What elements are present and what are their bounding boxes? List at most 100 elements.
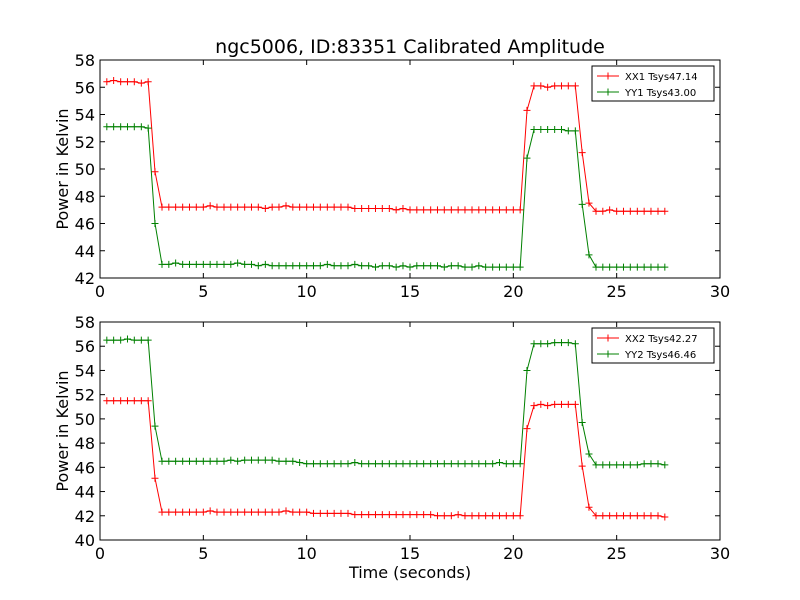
data-point-marker xyxy=(420,460,428,468)
data-point-marker xyxy=(110,76,118,84)
data-point-marker xyxy=(123,78,131,86)
data-point-marker xyxy=(619,512,627,520)
data-point-marker xyxy=(213,260,221,268)
data-point-marker xyxy=(385,511,393,519)
y-tick-label: 50 xyxy=(75,410,95,429)
data-point-marker xyxy=(199,508,207,516)
data-point-marker xyxy=(461,512,469,520)
data-point-marker xyxy=(337,262,345,270)
data-point-marker xyxy=(661,207,669,215)
data-point-marker xyxy=(482,512,490,520)
data-point-marker xyxy=(378,511,386,519)
data-point-marker xyxy=(516,206,524,214)
data-point-marker xyxy=(413,511,421,519)
data-point-marker xyxy=(158,203,166,211)
data-point-marker xyxy=(227,260,235,268)
data-point-marker xyxy=(640,207,648,215)
data-point-marker xyxy=(509,512,517,520)
data-point-marker xyxy=(454,206,462,214)
data-point-marker xyxy=(365,205,373,213)
data-point-marker xyxy=(633,512,641,520)
data-point-marker xyxy=(482,460,490,468)
data-point-marker xyxy=(185,260,193,268)
legend-box xyxy=(591,327,715,364)
x-tick-label: 30 xyxy=(710,282,730,301)
data-point-marker xyxy=(358,511,366,519)
y-tick-label: 52 xyxy=(75,133,95,152)
data-point-marker xyxy=(619,461,627,469)
data-point-marker xyxy=(241,508,249,516)
data-point-marker xyxy=(509,206,517,214)
data-point-marker xyxy=(365,460,373,468)
data-point-marker xyxy=(282,262,290,270)
data-point-marker xyxy=(495,512,503,520)
y-tick-label: 54 xyxy=(75,106,95,125)
data-point-marker xyxy=(179,203,187,211)
y-axis-label: Power in Kelvin xyxy=(53,370,72,491)
data-point-marker xyxy=(468,460,476,468)
data-point-marker xyxy=(406,263,414,271)
data-point-marker xyxy=(247,456,255,464)
data-point-marker xyxy=(661,461,669,469)
data-point-marker xyxy=(247,508,255,516)
data-point-marker xyxy=(551,82,559,90)
data-point-marker xyxy=(468,263,476,271)
data-point-marker xyxy=(199,203,207,211)
data-point-marker xyxy=(323,460,331,468)
data-point-marker xyxy=(254,508,262,516)
data-point-marker xyxy=(468,512,476,520)
data-point-marker xyxy=(365,511,373,519)
data-point-marker xyxy=(358,460,366,468)
data-point-marker xyxy=(475,460,483,468)
data-point-marker xyxy=(158,457,166,465)
data-point-marker xyxy=(495,206,503,214)
data-point-marker xyxy=(385,205,393,213)
data-point-marker xyxy=(137,397,145,405)
data-point-marker xyxy=(130,397,138,405)
data-point-marker xyxy=(254,203,262,211)
data-point-marker xyxy=(151,474,159,482)
data-point-marker xyxy=(344,203,352,211)
data-point-marker xyxy=(179,457,187,465)
data-point-marker xyxy=(619,207,627,215)
legend-label: YY1 Tsys43.00 xyxy=(624,88,696,99)
data-point-marker xyxy=(392,460,400,468)
data-point-marker xyxy=(530,82,538,90)
data-point-marker xyxy=(427,206,435,214)
data-point-marker xyxy=(640,263,648,271)
data-point-marker xyxy=(227,508,235,516)
data-point-marker xyxy=(544,83,552,91)
data-point-marker xyxy=(289,203,297,211)
data-point-marker xyxy=(144,124,152,132)
data-point-marker xyxy=(523,106,531,114)
data-point-marker xyxy=(337,509,345,517)
data-point-marker xyxy=(296,203,304,211)
data-point-marker xyxy=(551,339,559,347)
data-point-marker xyxy=(461,206,469,214)
y-tick-label: 56 xyxy=(75,337,95,356)
data-point-marker xyxy=(619,263,627,271)
data-point-marker xyxy=(358,262,366,270)
y-tick-label: 48 xyxy=(75,187,95,206)
data-point-marker xyxy=(475,262,483,270)
data-point-marker xyxy=(440,263,448,271)
y-tick-label: 40 xyxy=(75,531,95,550)
data-point-marker xyxy=(606,263,614,271)
data-point-marker xyxy=(489,512,497,520)
data-point-marker xyxy=(275,457,283,465)
data-point-marker xyxy=(654,207,662,215)
data-point-marker xyxy=(275,203,283,211)
data-point-marker xyxy=(420,511,428,519)
data-point-marker xyxy=(433,262,441,270)
data-point-marker xyxy=(475,206,483,214)
data-point-marker xyxy=(578,419,586,427)
data-point-marker xyxy=(571,127,579,135)
data-point-marker xyxy=(482,263,490,271)
data-point-marker xyxy=(626,263,634,271)
data-point-marker xyxy=(530,340,538,348)
data-point-marker xyxy=(427,262,435,270)
data-point-marker xyxy=(447,262,455,270)
data-point-marker xyxy=(117,78,125,86)
x-tick-label: 20 xyxy=(503,544,523,563)
data-point-marker xyxy=(530,125,538,133)
